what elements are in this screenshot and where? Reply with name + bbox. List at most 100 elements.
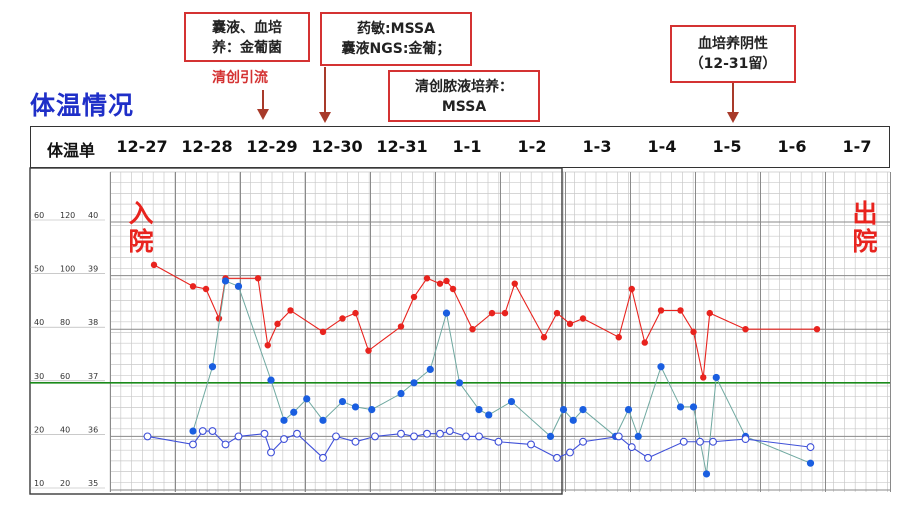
data-point-temperature: [442, 309, 451, 317]
data-point-hollow: [614, 432, 623, 441]
data-point-hollow: [267, 448, 275, 457]
data-point-hollow: [189, 440, 197, 449]
data-point-temperature: [634, 432, 642, 440]
data-point-temperature: [221, 277, 230, 285]
data-point-hollow: [679, 437, 688, 446]
data-point-hollow: [445, 427, 454, 435]
data-point-temperature: [426, 365, 434, 373]
date-label: 1-1: [452, 137, 482, 156]
series-line-pulse: [153, 264, 817, 378]
y-axis-label: 20: [34, 425, 44, 434]
y-axis-label: 37: [88, 372, 98, 381]
data-point-pulse: [339, 315, 346, 322]
data-point-hollow: [260, 429, 269, 438]
data-point-hollow: [397, 429, 405, 438]
y-axis-label: 60: [34, 211, 44, 220]
data-point-temperature: [234, 282, 243, 290]
data-point-temperature: [702, 470, 711, 478]
data-point-pulse: [566, 320, 574, 328]
data-point-pulse: [700, 374, 707, 381]
callout-blood-culture-line2: 养：金葡菌: [212, 40, 282, 56]
y-axis-label: 30: [34, 372, 44, 381]
data-point-temperature: [189, 427, 197, 435]
admission-marker: 入 院: [126, 200, 156, 256]
date-label: 12-31: [376, 137, 428, 156]
callout-pus-culture-line2: MSSA: [441, 99, 487, 115]
y-axis-label: 35: [88, 479, 98, 488]
header-label: 体温单: [47, 141, 96, 160]
data-point-pulse: [511, 280, 518, 287]
admission-marker-char2: 院: [128, 227, 154, 256]
admission-marker-char1: 入: [128, 199, 154, 228]
data-point-pulse: [365, 347, 372, 354]
data-point-pulse: [397, 323, 405, 330]
date-label: 12-27: [116, 137, 168, 156]
data-point-hollow: [208, 427, 217, 435]
discharge-marker: 出 院: [850, 200, 880, 256]
data-point-temperature: [676, 403, 685, 411]
data-point-temperature: [485, 411, 493, 419]
data-point-pulse: [657, 307, 665, 314]
data-point-pulse: [443, 277, 450, 285]
data-point-pulse: [150, 261, 158, 269]
data-point-pulse: [287, 307, 294, 314]
data-point-temperature: [569, 416, 577, 424]
data-point-hollow: [221, 440, 230, 449]
data-point-temperature: [624, 406, 633, 414]
data-point-temperature: [368, 406, 376, 414]
date-label: 1-5: [712, 137, 742, 156]
data-point-temperature: [303, 395, 311, 403]
data-point-pulse: [690, 328, 697, 336]
data-point-temperature: [208, 363, 217, 371]
date-label: 12-30: [311, 137, 363, 156]
data-point-pulse: [215, 315, 223, 322]
date-label: 1-6: [777, 137, 807, 156]
series-line-hollow: [147, 430, 811, 459]
y-axis-label: 20: [60, 479, 70, 488]
discharge-marker-char2: 院: [852, 227, 878, 256]
data-point-temperature: [338, 397, 347, 406]
date-label: 1-7: [842, 137, 872, 156]
date-label: 12-28: [181, 137, 233, 156]
data-point-hollow: [462, 432, 470, 441]
data-point-pulse: [202, 285, 210, 293]
y-axis-label: 36: [88, 425, 98, 434]
data-point-hollow: [143, 432, 152, 441]
data-point-hollow: [319, 453, 327, 462]
data-point-hollow: [436, 429, 444, 438]
data-point-temperature: [475, 406, 483, 414]
callout-blood-culture-negative-line2: （12-31留）: [689, 56, 777, 72]
y-axis-label: 10: [34, 479, 44, 488]
data-point-hollow: [627, 443, 636, 452]
data-point-temperature: [410, 379, 418, 387]
data-point-pulse: [189, 283, 197, 290]
y-axis-label: 40: [60, 425, 70, 434]
date-label: 1-4: [647, 137, 677, 156]
data-point-pulse: [501, 309, 509, 317]
data-point-hollow: [198, 427, 207, 435]
data-point-pulse: [813, 326, 821, 333]
series-line-temperature: [192, 280, 811, 475]
y-axis-label: 40: [34, 318, 44, 327]
data-point-hollow: [696, 437, 704, 446]
data-point-pulse: [274, 320, 281, 328]
data-point-temperature: [712, 373, 720, 382]
data-point-hollow: [293, 429, 301, 438]
data-point-pulse: [319, 328, 327, 336]
data-point-temperature: [657, 363, 665, 371]
data-point-hollow: [351, 437, 360, 446]
discharge-marker-char1: 出: [852, 199, 878, 228]
y-axis-label: 39: [88, 265, 98, 274]
data-point-pulse: [469, 326, 476, 333]
data-point-hollow: [371, 432, 379, 441]
data-point-pulse: [449, 285, 457, 293]
data-point-hollow: [644, 453, 652, 462]
data-point-pulse: [742, 326, 749, 333]
arrow-debridement: [257, 90, 269, 120]
data-point-temperature: [351, 403, 360, 411]
data-point-pulse: [436, 280, 444, 287]
callout-blood-culture-negative: 血培养阴性 （12-31留）: [670, 25, 796, 83]
y-axis-label: 38: [88, 318, 98, 327]
